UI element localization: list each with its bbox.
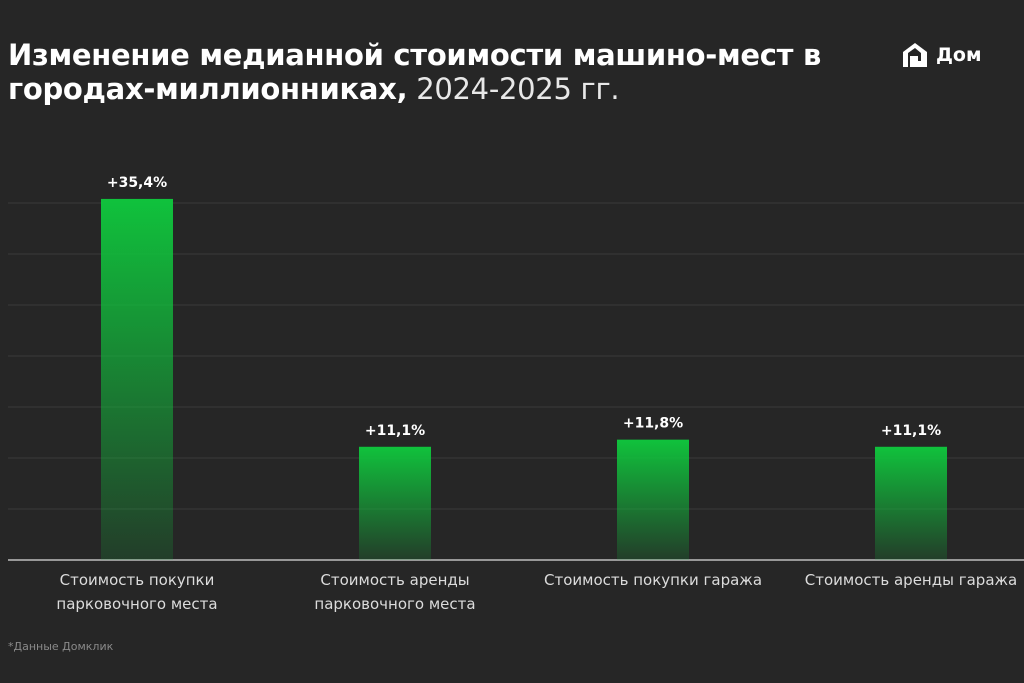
chart-title: Изменение медианной стоимости машино-мес… bbox=[8, 38, 822, 106]
x-tick-label: Стоимость аренды гаража bbox=[804, 571, 1018, 589]
value-label: +35,4% bbox=[107, 175, 167, 191]
value-label: +11,8% bbox=[623, 416, 683, 432]
bar bbox=[875, 446, 947, 560]
logo-text: Дом bbox=[936, 44, 982, 66]
x-tick-label: Стоимость покупки гаража bbox=[543, 571, 763, 589]
bar bbox=[101, 198, 173, 561]
bar bbox=[617, 439, 689, 560]
value-label: +11,1% bbox=[365, 423, 425, 439]
bar bbox=[359, 446, 431, 560]
logo-icon bbox=[903, 43, 927, 67]
x-tick-label: Стоимость аренды парковочного места bbox=[314, 571, 476, 613]
value-label: +11,1% bbox=[881, 423, 941, 439]
x-tick-label: Стоимость покупки парковочного места bbox=[56, 571, 218, 613]
logo: Дом bbox=[900, 40, 982, 70]
footnote: *Данные Домклик bbox=[8, 640, 114, 653]
chart-title-block: Изменение медианной стоимости машино-мес… bbox=[8, 38, 828, 106]
chart-subtitle: 2024-2025 гг. bbox=[416, 72, 620, 106]
